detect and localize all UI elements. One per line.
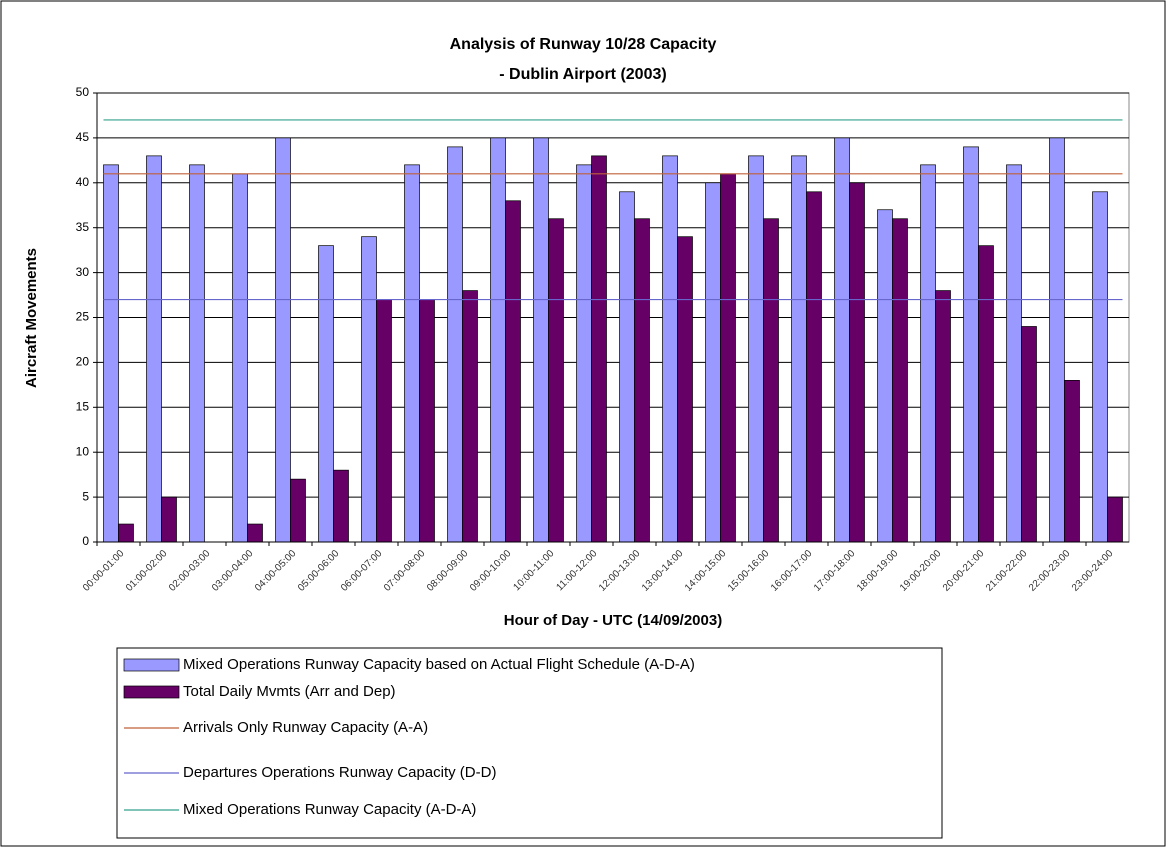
bar [877,209,893,543]
bar [161,496,177,543]
bar [720,173,736,543]
y-tick-label: 25 [76,310,90,324]
bar [146,155,162,543]
bar [118,523,134,543]
legend [116,647,943,839]
bar [920,164,936,543]
bar [677,236,693,543]
bar [763,218,779,543]
x-axis-label: Hour of Day - UTC (14/09/2003) [504,612,722,629]
bar [447,146,463,543]
bar [1107,496,1123,543]
legend-swatch [123,685,180,699]
bar [376,299,392,543]
bar [1049,137,1065,543]
y-tick-label: 0 [82,534,89,548]
legend-swatch [123,658,180,672]
bar [963,146,979,543]
bar [806,191,822,543]
y-tick-label: 20 [76,355,90,369]
legend-label: Total Daily Mvmts (Arr and Dep) [183,683,396,700]
legend-label: Mixed Operations Runway Capacity based o… [183,656,695,673]
y-tick-label: 50 [76,85,90,99]
bar [1006,164,1022,543]
bar [849,182,865,543]
bar [548,218,564,543]
bar [978,245,994,543]
bar [705,182,721,543]
bar [189,164,205,543]
bar [619,191,635,543]
chart-subtitle: - Dublin Airport (2003) [499,66,666,83]
bar [103,164,119,543]
bar [361,236,377,543]
bar [1092,191,1108,543]
bar [490,137,506,543]
bar [318,245,334,543]
y-tick-label: 15 [76,399,90,413]
bar [290,478,306,543]
bar [404,164,420,543]
bar [533,137,549,543]
legend-label: Arrivals Only Runway Capacity (A-A) [183,719,428,736]
bar [834,137,850,543]
bar [935,290,951,543]
y-tick-label: 10 [76,444,90,458]
y-axis-label: Aircraft Movements [23,248,40,388]
bar [634,218,650,543]
bar [275,137,291,543]
y-tick-label: 30 [76,265,90,279]
y-tick-label: 45 [76,130,90,144]
bar [1021,326,1037,543]
bar [333,469,349,543]
chart-title: Analysis of Runway 10/28 Capacity [450,36,717,53]
legend-label: Departures Operations Runway Capacity (D… [183,764,496,781]
bar [662,155,678,543]
legend-label: Mixed Operations Runway Capacity (A-D-A) [183,801,476,818]
bar [247,523,263,543]
bar [591,155,607,543]
y-tick-label: 5 [82,489,89,503]
bar [576,164,592,543]
bar [232,173,248,543]
bar [892,218,908,543]
bar [505,200,521,543]
y-tick-label: 40 [76,175,90,189]
bar [748,155,764,543]
bar [1064,380,1080,543]
bar [419,299,435,543]
bar [462,290,478,543]
y-tick-label: 35 [76,220,90,234]
bar [791,155,807,543]
